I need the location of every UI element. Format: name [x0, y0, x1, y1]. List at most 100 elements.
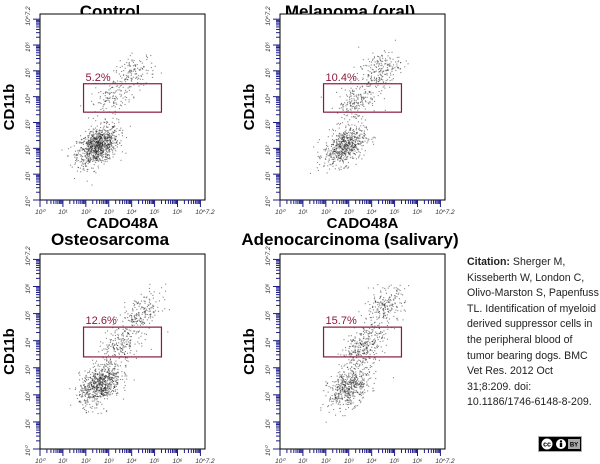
data-point	[338, 392, 340, 394]
data-point	[135, 314, 137, 316]
data-point	[80, 389, 82, 391]
data-point	[370, 78, 372, 80]
data-point	[95, 137, 97, 139]
data-point	[107, 346, 109, 348]
data-point	[123, 346, 125, 348]
data-point	[373, 343, 375, 346]
data-point	[371, 350, 373, 352]
data-point	[91, 378, 93, 380]
data-point	[370, 75, 372, 77]
data-point	[136, 321, 138, 323]
data-point	[345, 154, 347, 156]
data-point	[346, 151, 348, 153]
data-point	[362, 137, 364, 139]
data-point	[80, 402, 82, 404]
data-point	[126, 75, 128, 77]
data-point	[353, 407, 355, 409]
data-point	[89, 141, 91, 143]
data-point	[354, 150, 356, 152]
data-point	[343, 387, 345, 389]
data-point	[352, 148, 355, 150]
data-point	[106, 130, 108, 132]
data-point	[98, 152, 100, 154]
data-point	[348, 138, 350, 140]
cc-by-license-icon[interactable]: cc BY	[538, 436, 582, 452]
data-point	[348, 144, 350, 146]
data-point	[101, 141, 104, 143]
data-point	[347, 390, 349, 392]
data-point	[108, 388, 110, 390]
data-point	[99, 144, 102, 146]
data-point	[353, 380, 355, 382]
data-point	[390, 304, 392, 306]
data-point	[366, 341, 368, 343]
data-point	[383, 310, 385, 312]
data-point	[364, 358, 367, 360]
data-point	[97, 384, 99, 386]
data-point	[355, 101, 357, 103]
data-point	[356, 381, 358, 383]
data-point	[98, 133, 100, 135]
data-point	[349, 102, 351, 105]
data-point	[87, 149, 89, 152]
data-point	[388, 297, 390, 299]
data-point	[132, 70, 134, 72]
data-point	[91, 134, 93, 136]
data-point	[104, 378, 106, 380]
data-point	[113, 369, 115, 371]
data-point	[384, 287, 386, 290]
data-point	[114, 137, 116, 139]
data-point	[118, 129, 120, 131]
data-point	[69, 164, 72, 166]
data-point	[144, 307, 146, 309]
data-point	[360, 334, 362, 336]
data-point	[403, 309, 405, 311]
data-point	[355, 345, 357, 347]
data-point	[112, 95, 115, 97]
data-point	[134, 68, 136, 70]
data-point	[344, 133, 346, 135]
data-point	[351, 107, 353, 109]
data-point	[96, 144, 98, 147]
data-point	[365, 126, 367, 128]
data-point	[106, 158, 108, 160]
data-point	[331, 395, 333, 397]
data-point	[94, 381, 96, 383]
data-point	[91, 149, 93, 151]
data-point	[142, 321, 144, 323]
data-point	[107, 388, 109, 390]
data-point	[130, 315, 133, 317]
data-point	[355, 163, 357, 165]
data-point	[107, 126, 109, 128]
data-point	[313, 146, 315, 148]
data-point	[91, 136, 93, 138]
data-point	[92, 391, 94, 393]
data-point	[355, 382, 357, 384]
data-point	[85, 400, 87, 402]
data-point	[364, 345, 366, 347]
data-point	[372, 137, 374, 139]
data-point	[350, 359, 352, 362]
data-point	[369, 304, 371, 306]
scatter-points	[320, 284, 410, 423]
data-point	[354, 367, 356, 370]
data-point	[346, 394, 348, 397]
data-point	[338, 107, 340, 109]
data-point	[358, 80, 360, 82]
data-point	[351, 90, 354, 92]
data-point	[121, 132, 123, 134]
data-point	[109, 92, 111, 94]
data-point	[109, 377, 111, 380]
data-point	[341, 143, 344, 145]
data-point	[88, 128, 90, 131]
data-point	[345, 390, 347, 392]
data-point	[91, 154, 93, 156]
data-point	[98, 155, 100, 157]
data-point	[78, 394, 81, 396]
data-point	[399, 68, 402, 70]
data-point	[354, 405, 356, 408]
data-point	[75, 157, 77, 159]
data-point	[76, 160, 78, 162]
data-point	[396, 290, 398, 293]
data-point	[120, 334, 123, 336]
